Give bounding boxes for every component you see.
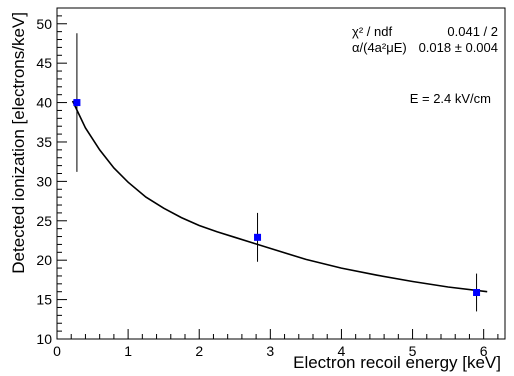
stats-row2-value: 0.018 ± 0.004 — [419, 40, 498, 55]
data-point — [473, 289, 481, 297]
stats-row1-value: 0.041 / 2 — [447, 24, 498, 39]
y-axis: 10 15 20 25 30 35 40 45 50 — [36, 15, 67, 347]
y-tick-label: 10 — [36, 331, 52, 347]
fit-curve — [71, 100, 488, 293]
y-tick-label: 15 — [36, 292, 52, 308]
field-annotation: E = 2.4 kV/cm — [410, 91, 491, 106]
x-tick-label: 4 — [338, 343, 346, 359]
stats-row2-label: α/(4a²μE) — [352, 40, 407, 55]
plot-frame — [56, 7, 506, 340]
y-axis-title: Detected ionization [electrons/keV] — [9, 12, 28, 274]
y-tick-label: 25 — [36, 213, 52, 229]
y-tick-label: 35 — [36, 134, 52, 150]
x-axis-title: Electron recoil energy [keV] — [293, 353, 501, 372]
y-tick-label: 50 — [36, 16, 52, 32]
stats-box: χ² / ndf 0.041 / 2 α/(4a²μE) 0.018 ± 0.0… — [352, 24, 498, 55]
x-tick-label: 3 — [266, 343, 274, 359]
y-tick-label: 30 — [36, 173, 52, 189]
x-tick-label: 1 — [124, 343, 132, 359]
y-tick-label: 20 — [36, 252, 52, 268]
stats-row1-label: χ² / ndf — [352, 24, 392, 39]
data-point — [73, 99, 81, 107]
y-tick-label: 45 — [36, 55, 52, 71]
x-tick-label: 5 — [409, 343, 417, 359]
x-axis: 0 1 2 3 4 5 6 — [53, 329, 499, 359]
data-point — [254, 233, 262, 241]
x-tick-label: 2 — [195, 343, 203, 359]
x-tick-label: 6 — [480, 343, 488, 359]
data-points — [73, 33, 481, 312]
x-tick-label: 0 — [53, 343, 61, 359]
y-tick-label: 40 — [36, 95, 52, 111]
